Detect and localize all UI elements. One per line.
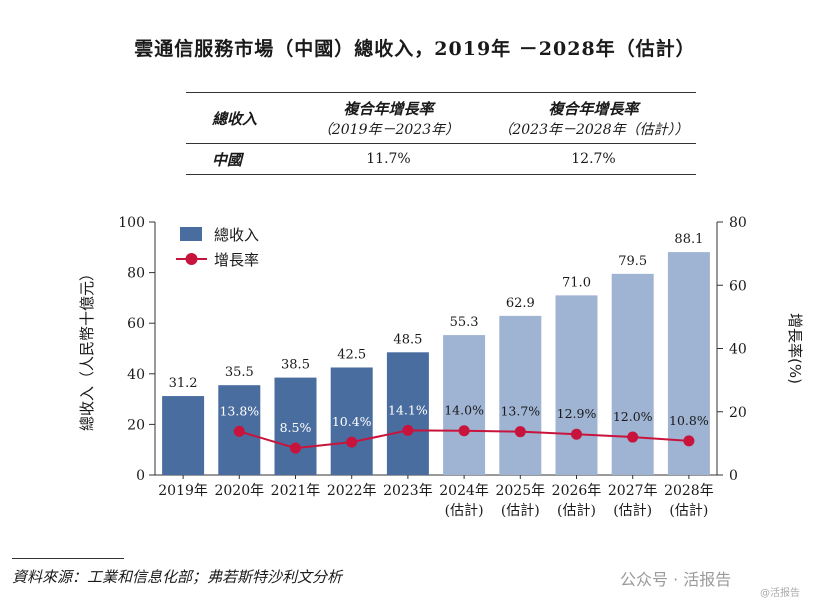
- growth-rate-point: [458, 425, 470, 437]
- x-tick-label: 2025年: [495, 483, 545, 499]
- legend-label-revenue: 總收入: [214, 226, 259, 244]
- bar: [274, 377, 317, 475]
- cagr-header-2023-2028-line1: 複合年增長率: [548, 99, 639, 118]
- bar: [162, 396, 205, 475]
- growth-rate-label: 10.8%: [669, 413, 709, 428]
- right-tick-label: 40: [729, 342, 747, 358]
- legend-label-growth: 增長率: [214, 251, 259, 269]
- cagr-header-2019-2023-line1: 複合年增長率: [343, 99, 434, 118]
- growth-rate-label: 13.8%: [219, 403, 259, 418]
- x-tick-sublabel: (估計): [501, 503, 540, 519]
- cagr-table: 總收入 複合年增長率 （2019年－2023年） 複合年增長率 （2023年－2…: [186, 92, 696, 175]
- legend-marker-growth: [185, 253, 198, 265]
- x-tick-label: 2028年: [664, 483, 714, 499]
- bar-value-label: 48.5: [393, 332, 422, 347]
- growth-rate-label: 14.0%: [444, 403, 484, 418]
- x-tick-label: 2022年: [327, 483, 377, 499]
- chart-title: 雲通信服務市場（中國）總收入，2019年 －2028年（估計）: [134, 38, 696, 60]
- bar: [443, 335, 486, 475]
- growth-rate-label: 14.1%: [388, 402, 428, 417]
- bar-value-label: 55.3: [450, 315, 479, 330]
- x-tick-label: 2019年: [158, 483, 208, 499]
- left-tick-label: 0: [136, 468, 145, 484]
- cagr-header-2019-2023-line2: （2019年－2023年）: [317, 121, 460, 138]
- right-tick-label: 80: [729, 215, 747, 231]
- left-tick-label: 40: [127, 367, 145, 383]
- bar: [499, 315, 542, 475]
- x-tick-sublabel: (估計): [613, 503, 652, 519]
- bar: [611, 273, 654, 475]
- cagr-table-header: 總收入 複合年增長率 （2019年－2023年） 複合年增長率 （2023年－2…: [186, 93, 696, 144]
- x-tick-label: 2027年: [608, 483, 658, 499]
- right-axis-title: 增長率(%): [786, 313, 804, 384]
- bar-value-label: 31.2: [169, 376, 198, 391]
- cagr-row-label: 中國: [212, 150, 243, 169]
- bar-value-label: 62.9: [506, 296, 535, 311]
- x-tick-label: 2023年: [383, 483, 433, 499]
- cagr-header-2023-2028-line2: （2023年－2028年（估計））: [498, 121, 689, 138]
- growth-rate-label: 13.7%: [500, 404, 540, 419]
- growth-rate-point: [683, 435, 695, 447]
- growth-rate-point: [571, 428, 582, 440]
- growth-rate-point: [290, 442, 301, 454]
- x-tick-sublabel: (估計): [669, 503, 708, 519]
- cagr-header-2023-2028: 複合年增長率 （2023年－2028年（估計））: [491, 98, 696, 139]
- left-tick-label: 60: [127, 316, 145, 332]
- left-tick-label: 80: [127, 266, 145, 282]
- left-tick-label: 20: [127, 417, 145, 433]
- cagr-header-revenue: 總收入: [212, 109, 258, 128]
- growth-rate-point: [346, 436, 358, 448]
- x-tick-sublabel: (估計): [445, 503, 484, 519]
- bar-value-label: 79.5: [618, 254, 647, 269]
- growth-rate-point: [233, 425, 245, 437]
- growth-rate-label: 10.4%: [332, 414, 372, 429]
- x-tick-label: 2020年: [214, 483, 264, 499]
- x-tick-label: 2021年: [271, 483, 321, 499]
- x-tick-label: 2024年: [439, 483, 489, 499]
- right-tick-label: 60: [729, 278, 747, 294]
- bar-value-label: 42.5: [337, 347, 366, 362]
- x-tick-label: 2026年: [552, 483, 602, 499]
- watermark-small: @活报告: [760, 588, 800, 599]
- growth-rate-point: [514, 426, 526, 438]
- cagr-header-2019-2023: 複合年增長率 （2019年－2023年）: [286, 98, 491, 139]
- cagr-value-2019-2023: 11.7%: [366, 151, 411, 167]
- cagr-table-row: 中國 11.7% 12.7%: [186, 144, 696, 174]
- growth-rate-label: 12.9%: [557, 406, 597, 421]
- growth-rate-label: 12.0%: [613, 409, 653, 424]
- watermark: 公众号 · 活报告: [620, 570, 732, 589]
- bar-value-label: 88.1: [674, 232, 703, 247]
- bar: [386, 352, 429, 475]
- bar-value-label: 38.5: [281, 358, 310, 373]
- bar: [555, 295, 598, 475]
- bar-value-label: 71.0: [562, 275, 591, 290]
- cagr-value-2023-2028: 12.7%: [571, 151, 616, 167]
- source-divider: [12, 558, 124, 559]
- source-note: 資料來源：工業和信息化部；弗若斯特沙利文分析: [12, 568, 343, 586]
- bar: [330, 367, 373, 475]
- left-axis-title: 總收入（人民幣十億元）: [78, 266, 96, 431]
- right-tick-label: 0: [729, 468, 738, 484]
- left-tick-label: 100: [118, 215, 145, 231]
- growth-rate-point: [402, 424, 414, 436]
- legend-swatch-revenue: [180, 227, 202, 241]
- bar-value-label: 35.5: [225, 365, 254, 380]
- growth-rate-label: 8.5%: [280, 420, 312, 435]
- growth-rate-point: [627, 431, 639, 443]
- right-tick-label: 20: [729, 405, 747, 421]
- x-tick-sublabel: (估計): [557, 503, 596, 519]
